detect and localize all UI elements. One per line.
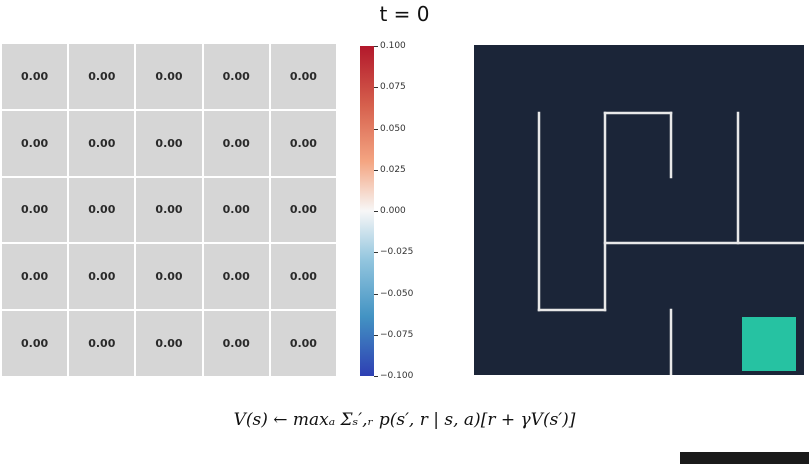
colorbar-tick-label: 0.050: [380, 123, 406, 134]
grid-cell: 0.00: [2, 177, 68, 243]
grid-cell: 0.00: [270, 44, 336, 109]
grid-cell: 0.00: [69, 311, 135, 376]
colorbar-tick: [374, 128, 378, 130]
grid-cell: 0.00: [69, 110, 135, 176]
grid-cell: 0.00: [203, 244, 269, 310]
grid-cell: 0.00: [203, 44, 269, 109]
time-step-title: t = 0: [379, 2, 430, 26]
corner-overlay: [680, 452, 809, 464]
colorbar-tick-label: −0.100: [380, 371, 414, 381]
maze-environment: [474, 45, 804, 375]
grid-cell: 0.00: [2, 44, 68, 109]
colorbar-tick-label: 0.100: [380, 41, 406, 51]
colorbar-tick-label: 0.025: [380, 164, 406, 175]
grid-cell: 0.00: [136, 244, 202, 310]
grid-cell: 0.00: [270, 177, 336, 243]
colorbar-tick-label: 0.000: [380, 206, 406, 216]
grid-cell: 0.00: [270, 110, 336, 176]
maze-walls: [537, 111, 804, 375]
grid-cell: 0.00: [136, 44, 202, 109]
value-grid: 0.00 0.00 0.00 0.00 0.00 0.00 0.00 0.00 …: [2, 44, 336, 376]
colorbar-tick: [374, 334, 378, 336]
grid-cell: 0.00: [203, 110, 269, 176]
colorbar-tick: [374, 293, 378, 295]
grid-cell: 0.00: [136, 110, 202, 176]
colorbar-tick: [374, 169, 378, 171]
colorbar-tick-label: −0.075: [380, 329, 414, 340]
grid-cell: 0.00: [69, 244, 135, 310]
colorbar-tick: [374, 87, 378, 89]
grid-cell: 0.00: [136, 311, 202, 376]
goal-cell: [742, 317, 796, 371]
grid-cell: 0.00: [270, 311, 336, 376]
colorbar-tick: [374, 376, 378, 377]
grid-cell: 0.00: [136, 177, 202, 243]
grid-cell: 0.00: [2, 110, 68, 176]
grid-cell: 0.00: [270, 244, 336, 310]
grid-cell: 0.00: [69, 177, 135, 243]
colorbar-tick-label: −0.025: [380, 247, 414, 258]
bellman-equation: V(s) ← maxₐ Σₛ′,ᵣ p(s′, r | s, a)[r + γV…: [233, 410, 576, 430]
grid-cell: 0.00: [69, 44, 135, 109]
colorbar-tick: [374, 46, 378, 47]
colorbar: [360, 46, 374, 376]
colorbar-tick-label: 0.075: [380, 82, 406, 93]
colorbar-tick-label: −0.050: [380, 288, 414, 299]
colorbar-tick: [374, 211, 378, 212]
grid-cell: 0.00: [2, 244, 68, 310]
grid-cell: 0.00: [203, 311, 269, 376]
grid-cell: 0.00: [2, 311, 68, 376]
colorbar-tick: [374, 252, 378, 254]
grid-cell: 0.00: [203, 177, 269, 243]
